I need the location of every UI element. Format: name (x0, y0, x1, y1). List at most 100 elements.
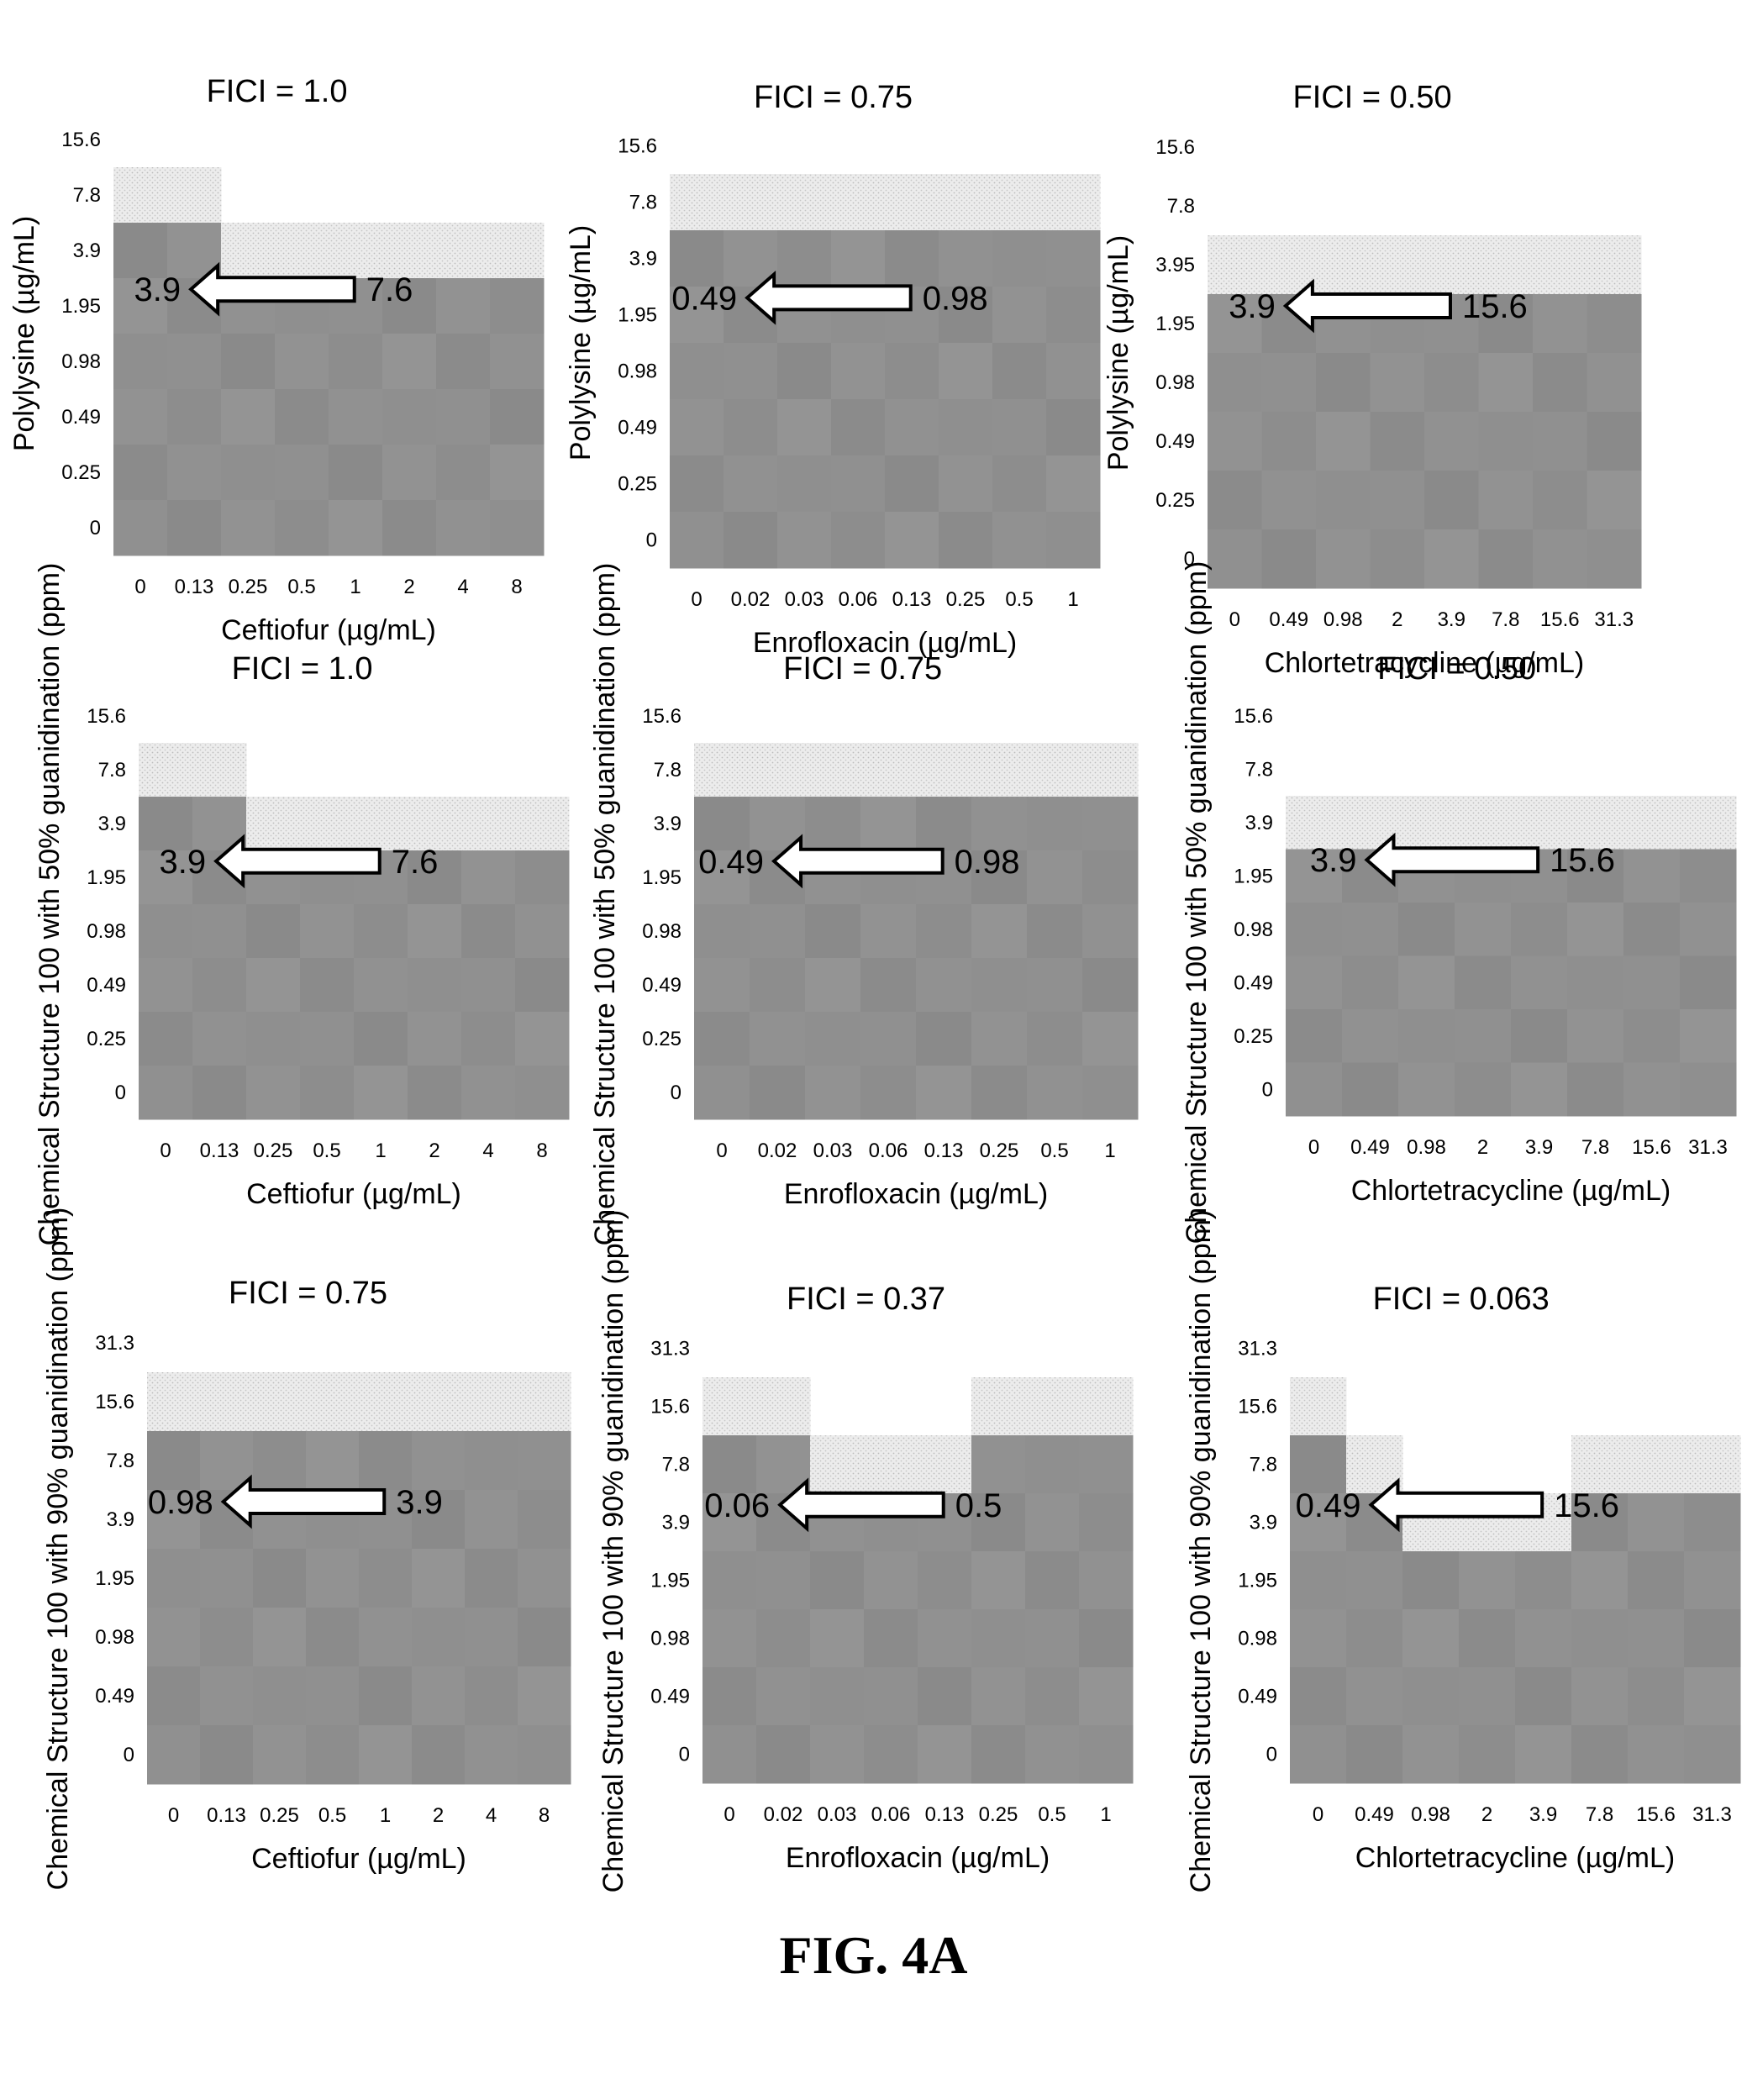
heatmap-cell (1571, 1667, 1629, 1726)
heatmap-cell (300, 958, 355, 1013)
heatmap-cell (1459, 1609, 1516, 1668)
panel-5: 0 0.02 0.03 0.06 0.13 0.25 0.5 1 15.6 7.8 3.9 1.95 0… (589, 563, 1139, 1245)
heatmap-cell (1623, 1009, 1681, 1063)
heatmap-cell (1684, 1725, 1741, 1784)
heatmap-cell (408, 958, 462, 1013)
x-tick-label: 0 (691, 588, 702, 611)
y-axis-label: Chemical Structure 100 with 50% guanidin… (34, 563, 66, 1246)
panel-title: FICI = 0.063 (1373, 1282, 1550, 1317)
heatmap-cell (436, 278, 491, 334)
heatmap-cell (1079, 1667, 1134, 1726)
heatmap-cell (354, 1066, 408, 1120)
heatmap-cell (1511, 903, 1568, 956)
heatmap-cell (1398, 955, 1455, 1010)
y-tick-label: 7.8 (98, 759, 126, 782)
x-tick-label: 15.6 (1540, 608, 1580, 631)
heatmap-cell (805, 743, 861, 797)
heatmap-cell (1623, 796, 1681, 850)
heatmap-cell (1025, 1551, 1080, 1610)
panel-title: FICI = 0.50 (1293, 80, 1452, 115)
mic-combination-label: 0.49 (698, 844, 764, 881)
heatmap-cell (221, 334, 276, 390)
heatmap-cell (1261, 235, 1317, 295)
heatmap-cell (1398, 796, 1455, 850)
heatmap-cell (306, 1666, 360, 1726)
heatmap-cell (490, 445, 545, 501)
heatmap-cell (1623, 849, 1681, 903)
heatmap-cell (1342, 903, 1399, 956)
heatmap-cell (408, 1066, 462, 1120)
heatmap-cell (359, 1608, 413, 1667)
y-tick-label: 0.25 (618, 473, 657, 496)
x-tick-label: 15.6 (1636, 1803, 1676, 1826)
heatmap-cell (1316, 235, 1371, 295)
heatmap-cell (1346, 1667, 1403, 1726)
heatmap-cell (860, 958, 917, 1013)
heatmap-cell (408, 850, 462, 905)
heatmap-cell (971, 1551, 1026, 1610)
heatmap-cell (971, 743, 1028, 797)
heatmap-cell (354, 797, 408, 851)
y-tick-label: 0.49 (1234, 971, 1273, 994)
heatmap-cell (200, 1725, 254, 1785)
y-tick-label: 0.98 (642, 920, 681, 943)
heatmap-cell (1082, 743, 1139, 797)
heatmap-cell (1567, 955, 1624, 1010)
heatmap-cell (1342, 955, 1399, 1010)
heatmap-cell (1286, 1009, 1343, 1063)
heatmap-cell (1533, 235, 1587, 295)
heatmap-cell (971, 1066, 1028, 1120)
x-tick-label: 2 (1481, 1803, 1492, 1826)
heatmap-cell (412, 1549, 466, 1608)
heatmap-cell (918, 1435, 972, 1494)
heatmap-cell (1459, 1551, 1516, 1610)
heatmap-cell (670, 287, 724, 344)
heatmap-cell (756, 1377, 811, 1436)
mic-combination-label: 0.98 (148, 1484, 213, 1521)
heatmap-cell (992, 399, 1047, 456)
heatmap-cell (1587, 412, 1642, 471)
y-tick-label: 7.8 (654, 759, 681, 782)
x-tick-label: 0.02 (758, 1139, 797, 1162)
heatmap-cell (382, 223, 437, 279)
heatmap-cell (359, 1549, 413, 1608)
x-tick-label: 31.3 (1594, 608, 1634, 631)
y-tick-label: 1.95 (87, 866, 126, 889)
heatmap-cell (1628, 1667, 1685, 1726)
heatmap-cell (918, 1725, 972, 1784)
heatmap-cell (515, 1012, 570, 1066)
y-tick-label: 0 (671, 1082, 681, 1104)
heatmap-cell (167, 167, 222, 224)
heatmap-cell (1079, 1493, 1134, 1552)
heatmap-cell (354, 1012, 408, 1066)
heatmap-cell (1046, 230, 1101, 287)
x-tick-label: 0.25 (980, 1139, 1019, 1162)
x-tick-label: 0.06 (871, 1803, 911, 1826)
heatmap-cell (1370, 412, 1425, 471)
heatmap-cell (694, 850, 750, 905)
y-tick-label: 3.9 (1250, 1512, 1277, 1534)
heatmap-cell (465, 1725, 518, 1785)
y-tick-label: 0 (115, 1082, 126, 1104)
heatmap-cell (139, 958, 193, 1013)
heatmap-cell (139, 904, 193, 959)
heatmap-cell (805, 797, 861, 851)
heatmap-cell (971, 1377, 1026, 1436)
heatmap-cell (1623, 1062, 1681, 1117)
y-tick-label: 15.6 (642, 705, 681, 728)
heatmap-cell (831, 343, 886, 400)
mic-shift-arrow (1368, 1477, 1544, 1533)
heatmap-cell (1082, 850, 1139, 905)
heatmap-cell (1587, 294, 1642, 354)
x-tick-label: 0.25 (229, 576, 268, 598)
heatmap-cell (1680, 1009, 1737, 1063)
heatmap-cell (139, 1012, 193, 1066)
heatmap-cell (200, 1431, 254, 1491)
y-tick-label: 0.49 (61, 406, 101, 429)
heatmap-cell (1684, 1493, 1741, 1552)
heatmap-cell (1342, 1009, 1399, 1063)
heatmap-cell (408, 1012, 462, 1066)
mic-alone-label: 7.6 (392, 844, 439, 881)
x-tick-label: 0.03 (785, 588, 824, 611)
x-tick-label: 8 (539, 1804, 550, 1827)
